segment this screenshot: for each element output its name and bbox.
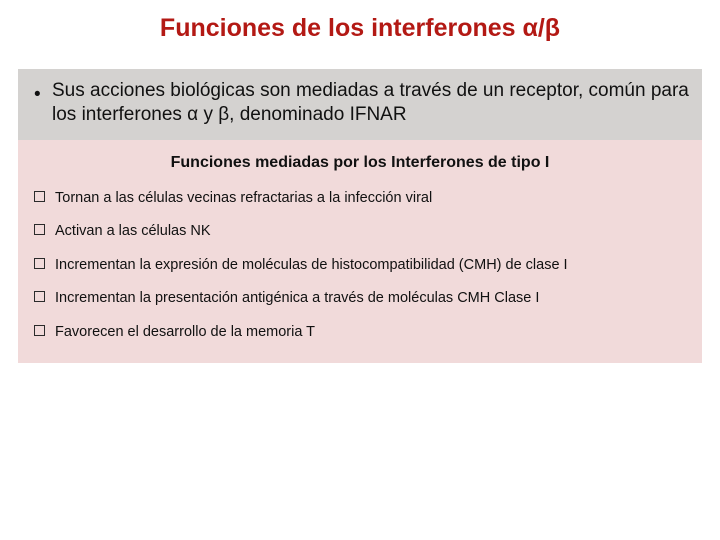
list-item: Activan a las células NK — [30, 215, 690, 249]
slide-title: Funciones de los interferones α/β — [0, 0, 720, 51]
list-item-text: Activan a las células NK — [55, 222, 211, 242]
list-item: Incrementan la expresión de moléculas de… — [30, 249, 690, 283]
functions-box: Funciones mediadas por los Interferones … — [18, 140, 702, 364]
slide: Funciones de los interferones α/β • Sus … — [0, 0, 720, 540]
square-bullet-icon — [34, 291, 45, 302]
square-bullet-icon — [34, 258, 45, 269]
list-item: Incrementan la presentación antigénica a… — [30, 282, 690, 316]
square-bullet-icon — [34, 224, 45, 235]
list-item-text: Incrementan la expresión de moléculas de… — [55, 256, 568, 276]
functions-subtitle: Funciones mediadas por los Interferones … — [30, 150, 690, 182]
square-bullet-icon — [34, 191, 45, 202]
square-bullet-icon — [34, 325, 45, 336]
list-item: Tornan a las células vecinas refractaria… — [30, 182, 690, 216]
bullet-icon: • — [34, 83, 41, 107]
functions-list: Tornan a las células vecinas refractaria… — [30, 182, 690, 350]
intro-text: Sus acciones biológicas son mediadas a t… — [52, 80, 689, 125]
list-item-text: Tornan a las células vecinas refractaria… — [55, 189, 432, 209]
list-item: Favorecen el desarrollo de la memoria T — [30, 316, 690, 350]
list-item-text: Favorecen el desarrollo de la memoria T — [55, 323, 315, 343]
intro-box: • Sus acciones biológicas son mediadas a… — [18, 69, 702, 140]
list-item-text: Incrementan la presentación antigénica a… — [55, 289, 539, 309]
